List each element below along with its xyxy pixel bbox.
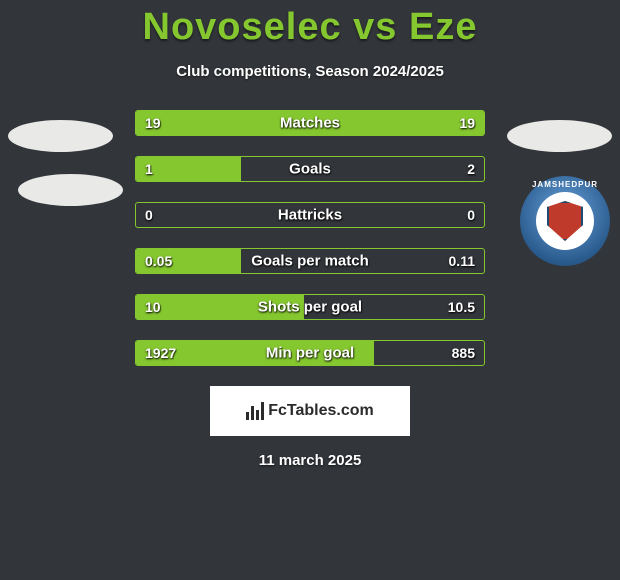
left-team-logo-2 [18,174,123,206]
bar-row: 10Shots per goal10.5 [135,294,485,320]
bar-label: Min per goal [135,345,485,362]
bar-row: 0.05Goals per match0.11 [135,248,485,274]
right-team-logo-1 [507,120,612,152]
bar-value-right: 0.11 [449,253,475,269]
badge-inner [536,192,594,250]
badge-text: JAMSHEDPUR [520,180,610,189]
branding-box: FcTables.com [210,386,410,436]
bar-label: Shots per goal [135,299,485,316]
bar-value-right: 19 [459,115,475,131]
bar-row: 1Goals2 [135,156,485,182]
bar-row: 19Matches19 [135,110,485,136]
bar-value-right: 885 [452,345,475,361]
page-title: Novoselec vs Eze [0,0,620,49]
left-team-logo-1 [8,120,113,152]
bar-value-right: 0 [467,207,475,223]
right-team-badge: JAMSHEDPUR [520,176,610,266]
bar-value-right: 10.5 [448,299,475,315]
shield-icon [547,201,583,241]
subtitle: Club competitions, Season 2024/2025 [0,63,620,80]
comparison-chart: 19Matches19 1Goals2 0Hattricks0 0.05Goals p… [135,110,485,366]
date-text: 11 march 2025 [0,452,620,469]
bar-row: 0Hattricks0 [135,202,485,228]
bar-label: Goals [135,161,485,178]
bar-label: Hattricks [135,207,485,224]
bar-row: 1927Min per goal885 [135,340,485,366]
bar-chart-icon [246,402,264,420]
bar-label: Matches [135,115,485,132]
bar-label: Goals per match [135,253,485,270]
bar-value-right: 2 [467,161,475,177]
branding-text: FcTables.com [268,402,374,420]
